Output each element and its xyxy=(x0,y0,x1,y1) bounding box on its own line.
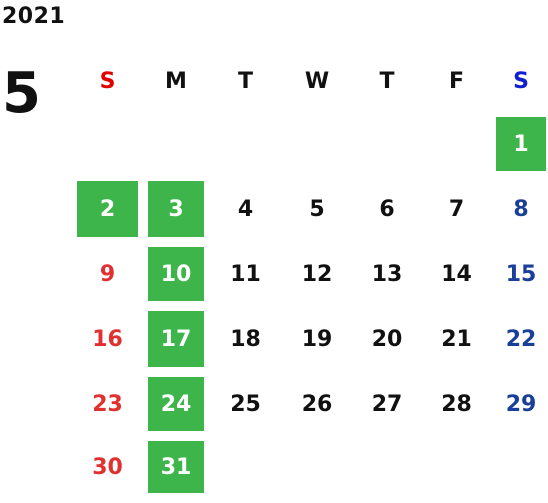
calendar-day-cell: 9 xyxy=(69,242,140,306)
calendar-day-cell: 22 xyxy=(488,306,548,372)
calendar-day-cell: 26 xyxy=(279,372,349,436)
calendar-day-cell: 20 xyxy=(349,306,419,372)
calendar-day-cell: 21 xyxy=(419,306,488,372)
holiday-day-number: 31 xyxy=(148,441,204,493)
weekday-label: T xyxy=(379,68,395,94)
calendar-year: 2021 xyxy=(2,4,66,29)
calendar-empty-cell xyxy=(206,436,279,498)
calendar-empty-cell xyxy=(279,112,349,176)
calendar-empty-cell xyxy=(279,436,349,498)
weekday-header-friday: F xyxy=(419,50,488,112)
calendar-day-cell: 24 xyxy=(140,372,206,436)
calendar-day-cell: 29 xyxy=(488,372,548,436)
calendar-grid: S M T W T F S 1 2 3 4 5 6 7 8 9 10 11 12 13 14 15 16 17 18 19 20 21… xyxy=(69,50,548,498)
day-number: 25 xyxy=(230,391,261,417)
calendar-empty-cell xyxy=(69,112,140,176)
calendar-day-cell: 27 xyxy=(349,372,419,436)
calendar-empty-cell xyxy=(419,112,488,176)
weekday-header-tuesday: T xyxy=(206,50,279,112)
day-number: 16 xyxy=(92,326,123,352)
weekday-header-saturday: S xyxy=(488,50,548,112)
day-number: 18 xyxy=(230,326,261,352)
holiday-day-number: 17 xyxy=(148,311,204,367)
calendar-day-cell: 30 xyxy=(69,436,140,498)
calendar-day-cell: 7 xyxy=(419,176,488,242)
calendar-empty-cell xyxy=(419,436,488,498)
calendar-day-cell: 12 xyxy=(279,242,349,306)
calendar-day-cell: 15 xyxy=(488,242,548,306)
day-number: 8 xyxy=(513,196,529,222)
calendar-day-cell: 25 xyxy=(206,372,279,436)
calendar-day-cell: 23 xyxy=(69,372,140,436)
calendar-day-cell: 28 xyxy=(419,372,488,436)
calendar-day-cell: 2 xyxy=(69,176,140,242)
day-number: 21 xyxy=(441,326,472,352)
weekday-header-monday: M xyxy=(140,50,206,112)
day-number: 30 xyxy=(92,454,123,480)
day-number: 4 xyxy=(237,196,254,222)
day-number: 20 xyxy=(371,326,403,352)
weekday-header-wednesday: W xyxy=(279,50,349,112)
day-number: 23 xyxy=(92,391,123,417)
calendar-day-cell: 31 xyxy=(140,436,206,498)
calendar-day-cell: 17 xyxy=(140,306,206,372)
day-number: 6 xyxy=(379,196,395,222)
day-number: 26 xyxy=(301,391,333,417)
calendar-empty-cell xyxy=(206,112,279,176)
weekday-label: T xyxy=(237,68,253,94)
calendar-empty-cell xyxy=(349,436,419,498)
holiday-day-number: 2 xyxy=(77,181,138,237)
day-number: 15 xyxy=(505,261,537,287)
day-number: 13 xyxy=(371,261,403,287)
calendar-day-cell: 3 xyxy=(140,176,206,242)
day-number: 29 xyxy=(505,391,537,417)
calendar-day-cell: 18 xyxy=(206,306,279,372)
holiday-day-number: 3 xyxy=(148,181,204,237)
day-number: 27 xyxy=(371,391,403,417)
day-number: 9 xyxy=(99,261,116,287)
day-number: 12 xyxy=(301,261,333,287)
weekday-header-thursday: T xyxy=(349,50,419,112)
weekday-label: S xyxy=(513,68,529,94)
day-number: 11 xyxy=(230,261,261,287)
calendar-day-cell: 16 xyxy=(69,306,140,372)
day-number: 5 xyxy=(309,196,325,222)
day-number: 14 xyxy=(441,261,472,287)
calendar-empty-cell xyxy=(140,112,206,176)
weekday-label: S xyxy=(99,68,116,94)
calendar-day-cell: 8 xyxy=(488,176,548,242)
holiday-day-number: 24 xyxy=(148,377,204,431)
calendar-day-cell: 19 xyxy=(279,306,349,372)
calendar-day-cell: 4 xyxy=(206,176,279,242)
holiday-day-number: 10 xyxy=(148,247,204,301)
weekday-label: F xyxy=(448,68,465,94)
calendar-day-cell: 13 xyxy=(349,242,419,306)
day-number: 7 xyxy=(448,196,465,222)
calendar-day-cell: 10 xyxy=(140,242,206,306)
day-number: 22 xyxy=(505,326,537,352)
weekday-label: W xyxy=(304,68,330,94)
weekday-header-sunday: S xyxy=(69,50,140,112)
holiday-day-number: 1 xyxy=(496,117,546,171)
calendar-empty-cell xyxy=(349,112,419,176)
calendar-month: 5 xyxy=(2,61,41,126)
calendar-day-cell: 1 xyxy=(488,112,548,176)
day-number: 28 xyxy=(441,391,472,417)
calendar-empty-cell xyxy=(488,436,548,498)
calendar-day-cell: 5 xyxy=(279,176,349,242)
calendar-day-cell: 11 xyxy=(206,242,279,306)
day-number: 19 xyxy=(301,326,333,352)
weekday-label: M xyxy=(165,68,187,94)
calendar-day-cell: 14 xyxy=(419,242,488,306)
calendar-day-cell: 6 xyxy=(349,176,419,242)
